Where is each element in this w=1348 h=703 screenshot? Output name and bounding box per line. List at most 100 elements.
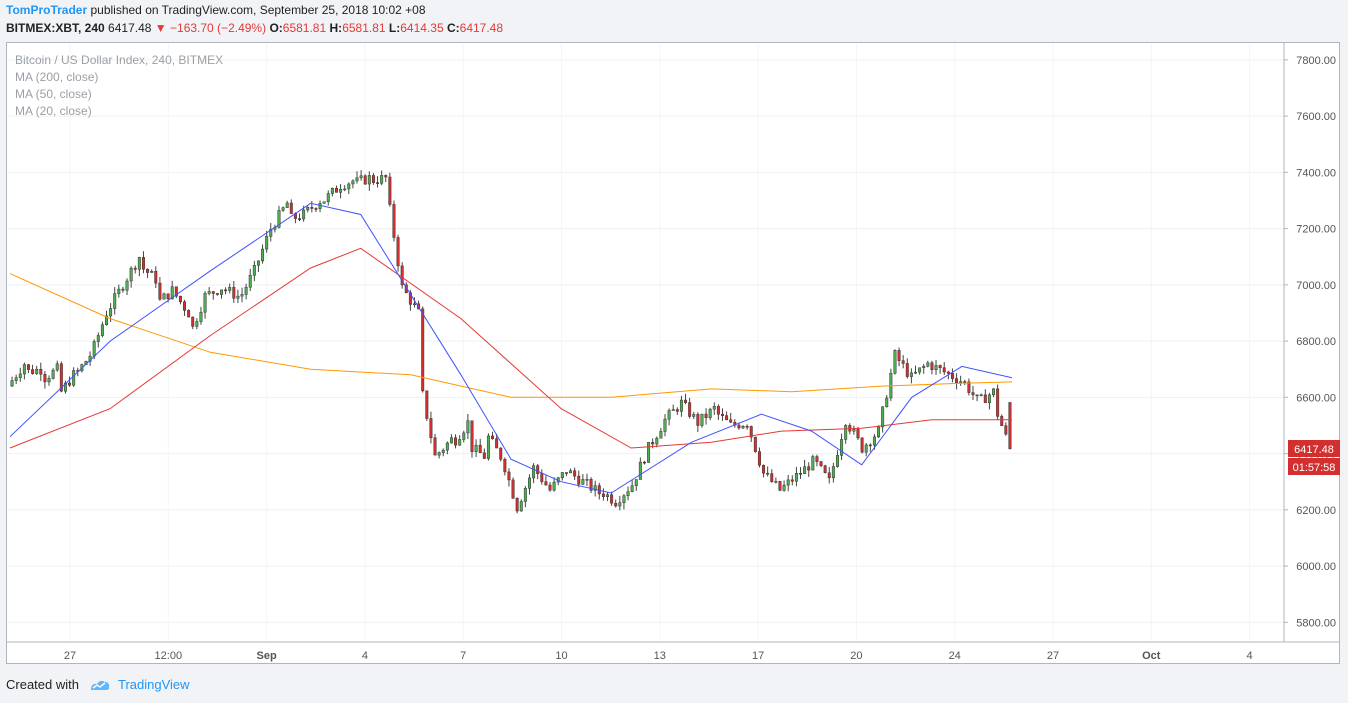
candle-body: [778, 481, 782, 491]
candle-body: [445, 442, 449, 451]
symbol-bar: BITMEX:XBT, 240 6417.48 ▼ −163.70 (−2.49…: [6, 21, 503, 35]
candle-body: [729, 419, 733, 423]
candle-body: [688, 402, 692, 417]
candle-body: [265, 236, 269, 250]
candle-body: [207, 291, 211, 294]
candle-body: [133, 267, 137, 270]
candle-body: [55, 363, 59, 371]
candle-body: [856, 429, 860, 439]
candle-body: [326, 193, 330, 202]
candle-body: [606, 494, 609, 497]
legend-ma50[interactable]: MA (50, close): [15, 87, 92, 101]
candle-body: [63, 382, 67, 392]
candle-body: [569, 470, 573, 474]
time-tick-label: 13: [654, 650, 666, 662]
candle-body: [10, 380, 14, 387]
candle-body: [992, 388, 996, 396]
candle-body: [766, 472, 770, 475]
candle-body: [881, 406, 885, 428]
close-label: C:: [446, 21, 460, 35]
candle-body: [585, 479, 589, 481]
time-tick-label: 4: [1247, 650, 1253, 662]
candle-body: [376, 182, 380, 184]
candle-body: [22, 364, 26, 375]
candle-body: [803, 466, 807, 474]
candle-body: [918, 367, 922, 373]
candle-body: [224, 289, 228, 292]
candle-body: [72, 370, 76, 386]
candle-body: [827, 472, 831, 479]
candle-body: [959, 381, 963, 384]
high-label: H:: [329, 21, 343, 35]
candle-body: [655, 437, 659, 445]
time-axis-labels: 27 12:00 Sep 4 7 10 13 17 20 24 27 Oct 4: [64, 650, 1253, 662]
candle-body: [232, 287, 236, 299]
candle-body: [667, 410, 671, 420]
chart-frame[interactable]: [6, 42, 1340, 664]
candle-body: [425, 390, 429, 419]
symbol-label: BITMEX:XBT, 240: [6, 21, 105, 35]
candle-body: [322, 201, 326, 204]
candle-body: [872, 436, 876, 446]
last-price-badge-bg: [1288, 440, 1340, 457]
price-tick-label: 6800.00: [1296, 336, 1336, 348]
candle-body: [930, 362, 934, 370]
candle-body: [413, 303, 416, 306]
price-axis-labels: 5800.006000.006200.006400.006600.006800.…: [1284, 55, 1336, 629]
candle-body: [983, 394, 987, 404]
published-text: published on TradingView.com, September …: [90, 3, 426, 17]
time-tick-label: 7: [460, 650, 466, 662]
candle-body: [150, 271, 154, 273]
candle-body: [203, 293, 207, 313]
tradingview-logo-icon: [90, 680, 109, 690]
candle-body: [909, 372, 913, 377]
legend-ma20[interactable]: MA (20, close): [15, 104, 92, 118]
candle-body: [544, 481, 548, 486]
candle-body: [807, 466, 811, 471]
candle-body: [211, 291, 215, 294]
candle-body: [100, 324, 104, 336]
candle-body: [679, 399, 683, 412]
candle-body: [790, 479, 794, 482]
candle-body: [532, 465, 536, 479]
candle-body: [548, 484, 552, 491]
candle-body: [141, 257, 145, 270]
candle-body: [967, 381, 971, 393]
last-price: 6417.48: [108, 21, 152, 35]
candle-body: [897, 350, 901, 361]
time-tick-label: Sep: [257, 650, 277, 662]
candle-body: [388, 176, 392, 205]
candle-body: [499, 447, 503, 460]
candle-body: [831, 466, 835, 479]
candle-body: [523, 488, 527, 502]
legend-ma200[interactable]: MA (200, close): [15, 70, 99, 84]
candle-body: [39, 368, 43, 375]
candle-body: [339, 188, 343, 193]
candle-body: [1008, 402, 1012, 449]
candle-body: [782, 484, 786, 491]
author-name[interactable]: TomProTrader: [6, 3, 88, 17]
candle-body: [68, 382, 72, 386]
candle-body: [601, 493, 605, 497]
candle-body: [437, 452, 441, 456]
candle-body: [996, 388, 1000, 417]
candle-body: [240, 294, 244, 297]
candle-body: [470, 420, 474, 452]
candle-body: [987, 394, 991, 404]
candle-body: [170, 286, 174, 299]
price-tick-label: 6000.00: [1296, 561, 1336, 573]
legend-title[interactable]: Bitcoin / US Dollar Index, 240, BITMEX: [15, 53, 224, 67]
candle-body: [905, 363, 909, 377]
candle-body: [47, 378, 51, 383]
candle-body: [351, 180, 355, 185]
candle-body: [692, 414, 696, 417]
candle-body: [737, 424, 741, 429]
time-tick-label: 27: [1047, 650, 1059, 662]
candles: [10, 170, 1012, 514]
candle-body: [725, 415, 729, 421]
candle-body: [511, 479, 515, 499]
candle-body: [462, 432, 466, 440]
tradingview-link[interactable]: TradingView: [118, 677, 190, 692]
candle-body: [815, 456, 819, 462]
